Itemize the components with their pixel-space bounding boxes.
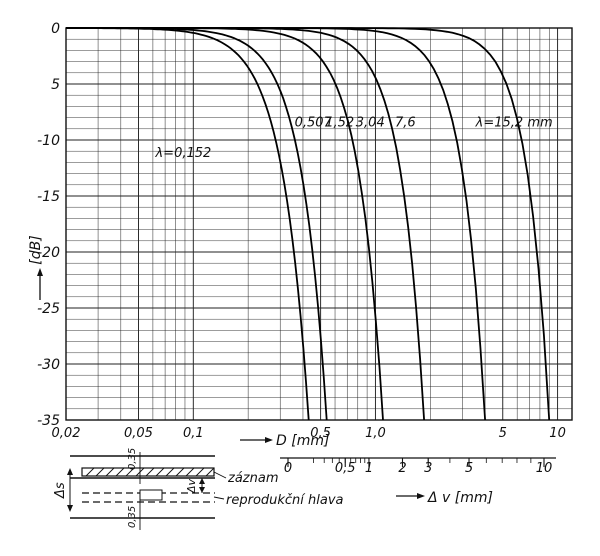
- series-line: [66, 27, 384, 421]
- y-tick-label: -15: [37, 189, 60, 205]
- y-tick-label: -35: [37, 413, 60, 429]
- delta-v-tick-label: 2: [398, 461, 406, 476]
- series-line: [66, 27, 486, 421]
- series-label: 0,507: [295, 116, 333, 131]
- series-label: λ=0,152: [154, 146, 211, 161]
- delta-v-tick-label: 1: [365, 461, 373, 476]
- y-tick-label: -10: [37, 133, 60, 149]
- delta-v-tick-label: 10: [536, 461, 553, 476]
- series-line: [66, 27, 328, 421]
- series-line: [66, 27, 551, 421]
- series-label: 1,52: [325, 116, 354, 131]
- delta-v-tick-label: 0: [284, 461, 292, 476]
- y-axis-arrow: [37, 268, 43, 300]
- series-label: 7,6: [395, 116, 416, 131]
- x-tick-label: 1,0: [365, 426, 386, 441]
- y-tick-label: -25: [37, 301, 60, 317]
- delta-v-scale: 0 0,5 1 2 3 5 10: [280, 457, 556, 476]
- series-label: λ=15,2 mm: [475, 116, 553, 131]
- y-tick-label: -20: [37, 245, 60, 261]
- plot-grid: [65, 27, 572, 421]
- y-tick-label: 5: [51, 77, 60, 93]
- x-tick-label: 0,02: [52, 426, 81, 441]
- x-tick-labels: 0,02 0,05 0,1 0,5 1,0 5 10: [52, 426, 566, 441]
- dim-bottom-label: 0,35: [127, 506, 138, 528]
- delta-v-tick-label: 0,5: [335, 461, 356, 476]
- x-tick-label: 5: [499, 426, 507, 441]
- y-tick-label: 0: [51, 21, 60, 37]
- plot-border: [65, 27, 573, 421]
- x-axis-arrow: [240, 437, 273, 443]
- x-tick-label: 10: [549, 426, 566, 441]
- delta-v-tick-label: 3: [424, 461, 432, 476]
- x-axis-label: D [mm]: [276, 433, 329, 449]
- y-tick-labels: 0 5 -10 -15 -20 -25 -30 -35: [37, 21, 60, 429]
- delta-s-label: Δs: [53, 482, 68, 499]
- y-tick-label: -30: [37, 357, 60, 373]
- delta-v-tick-label: 5: [465, 461, 473, 476]
- x-tick-label: 0,1: [183, 426, 204, 441]
- dim-top-label: 0,35: [127, 448, 138, 470]
- head-label: reprodukční hlava: [226, 493, 344, 508]
- delta-v-label: Δ v [mm]: [427, 490, 493, 506]
- attenuation-curves: [66, 27, 551, 421]
- delta-v-arrow: [396, 493, 425, 499]
- series-line: [66, 27, 310, 421]
- delta-v-diagram-label: Δv: [185, 478, 198, 494]
- plot-frame: [65, 27, 573, 421]
- series-line: [66, 27, 425, 421]
- x-tick-label: 0,05: [124, 426, 153, 441]
- y-axis-label: [dB]: [28, 235, 44, 264]
- record-label: záznam: [227, 471, 278, 486]
- head-record-diagram: Δs 0,35 0,35 Δv záznam reprodukční hlava: [53, 448, 344, 530]
- series-label: 3,04: [356, 116, 385, 131]
- record-layer: [81, 467, 215, 477]
- x-tick-label: 0,5: [310, 426, 331, 441]
